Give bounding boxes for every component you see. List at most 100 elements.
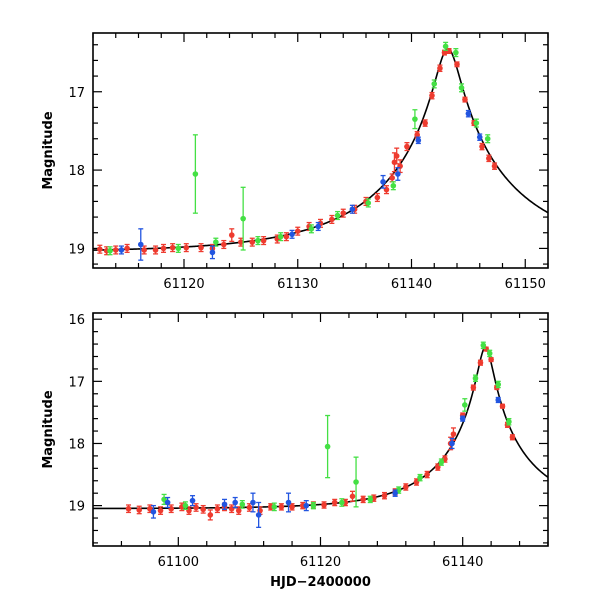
red-data-point (141, 245, 147, 255)
red-data-point (403, 483, 409, 491)
bottom-panel-points (125, 341, 516, 529)
red-data-point (329, 214, 335, 225)
bottom-panel-xlabel: HJD−2400000 (270, 575, 371, 590)
blue-data-point (395, 167, 401, 181)
blue-data-point (137, 228, 144, 261)
red-data-point (491, 162, 498, 170)
bottom-panel-ylabel: Magnitude (41, 390, 56, 469)
red-data-point (260, 236, 267, 246)
green-data-point (431, 79, 438, 89)
blue-data-point (380, 174, 386, 189)
y-tick-label: 18 (68, 164, 85, 179)
x-tick-label: 61120 (163, 277, 204, 292)
red-data-point (349, 490, 356, 502)
bottom-panel-model (92, 346, 549, 510)
top-panel-frame (92, 32, 549, 269)
red-data-point (470, 384, 477, 391)
red-data-point (136, 505, 143, 515)
blue-data-point (459, 415, 466, 422)
blue-data-point (349, 204, 356, 214)
x-tick-label: 61120 (300, 555, 341, 570)
x-tick-label: 61100 (158, 555, 199, 570)
green-data-point (213, 237, 219, 247)
blue-data-point (164, 496, 171, 509)
red-data-point (221, 239, 227, 250)
red-data-point (124, 243, 130, 253)
red-data-point (340, 208, 347, 218)
green-data-point (271, 502, 278, 512)
green-data-point (412, 109, 418, 130)
green-data-point (308, 224, 315, 234)
green-data-point (473, 118, 480, 128)
red-data-point (424, 470, 430, 479)
red-data-point (228, 228, 235, 243)
green-data-point (367, 495, 374, 504)
blue-data-point (315, 221, 322, 232)
blue-data-point (303, 499, 310, 512)
red-data-point (289, 503, 295, 511)
red-data-point (152, 245, 159, 255)
green-data-point (506, 417, 512, 426)
red-data-point (200, 504, 206, 514)
green-data-point (310, 501, 317, 510)
bottom-panel-ticks: 61100 61120 61140 16 17 18 19 (68, 313, 549, 570)
y-tick-label: 18 (68, 437, 85, 452)
red-data-point (488, 356, 494, 363)
red-data-point (183, 243, 190, 253)
red-data-point (97, 244, 103, 254)
y-tick-label: 17 (68, 375, 85, 390)
red-data-point (214, 504, 221, 514)
blue-data-point (495, 396, 502, 404)
green-data-point (472, 374, 479, 382)
red-data-point (446, 48, 452, 55)
green-data-point (390, 181, 397, 191)
green-data-point (239, 499, 246, 509)
green-data-point (417, 473, 423, 482)
x-tick-label: 61150 (505, 277, 546, 292)
red-data-point (414, 131, 420, 139)
blue-data-point (415, 136, 422, 145)
green-data-point (255, 236, 261, 246)
y-tick-label: 19 (68, 500, 85, 515)
red-data-point (383, 185, 390, 195)
y-tick-label: 17 (68, 86, 85, 101)
green-data-point (324, 414, 331, 479)
x-tick-label: 61130 (277, 277, 318, 292)
x-tick-label: 61140 (442, 555, 483, 570)
red-data-point (374, 192, 381, 203)
green-data-point (453, 48, 459, 58)
green-data-point (334, 210, 341, 221)
red-data-point (499, 403, 506, 410)
green-data-point (458, 83, 465, 93)
blue-data-point (221, 498, 228, 510)
blue-data-point (209, 245, 216, 260)
green-data-point (240, 186, 246, 251)
y-tick-label: 16 (68, 313, 85, 328)
green-data-point (107, 246, 113, 256)
red-data-point (477, 359, 484, 366)
green-data-point (438, 458, 445, 466)
red-data-point (429, 91, 435, 100)
blue-data-point (392, 489, 398, 497)
green-data-point (484, 134, 491, 144)
blue-data-point (285, 492, 292, 513)
red-data-point (360, 495, 366, 504)
green-data-point (175, 243, 182, 253)
red-data-point (278, 503, 285, 511)
red-data-point (207, 509, 214, 521)
top-panel-ylabel: Magnitude (41, 111, 56, 190)
red-data-point (393, 147, 400, 165)
green-data-point (462, 398, 468, 412)
green-data-point (182, 501, 189, 510)
bottom-panel: 61100 61120 61140 16 17 18 19 Magnitude HJD−24… (41, 312, 549, 590)
green-data-point (486, 349, 493, 358)
red-data-point (228, 504, 235, 514)
x-tick-label: 61140 (391, 277, 432, 292)
blue-data-point (189, 495, 196, 507)
red-data-point (509, 434, 516, 441)
green-data-point (339, 498, 345, 507)
top-panel-points (97, 41, 498, 261)
green-data-point (365, 198, 372, 208)
green-data-point (495, 380, 502, 389)
